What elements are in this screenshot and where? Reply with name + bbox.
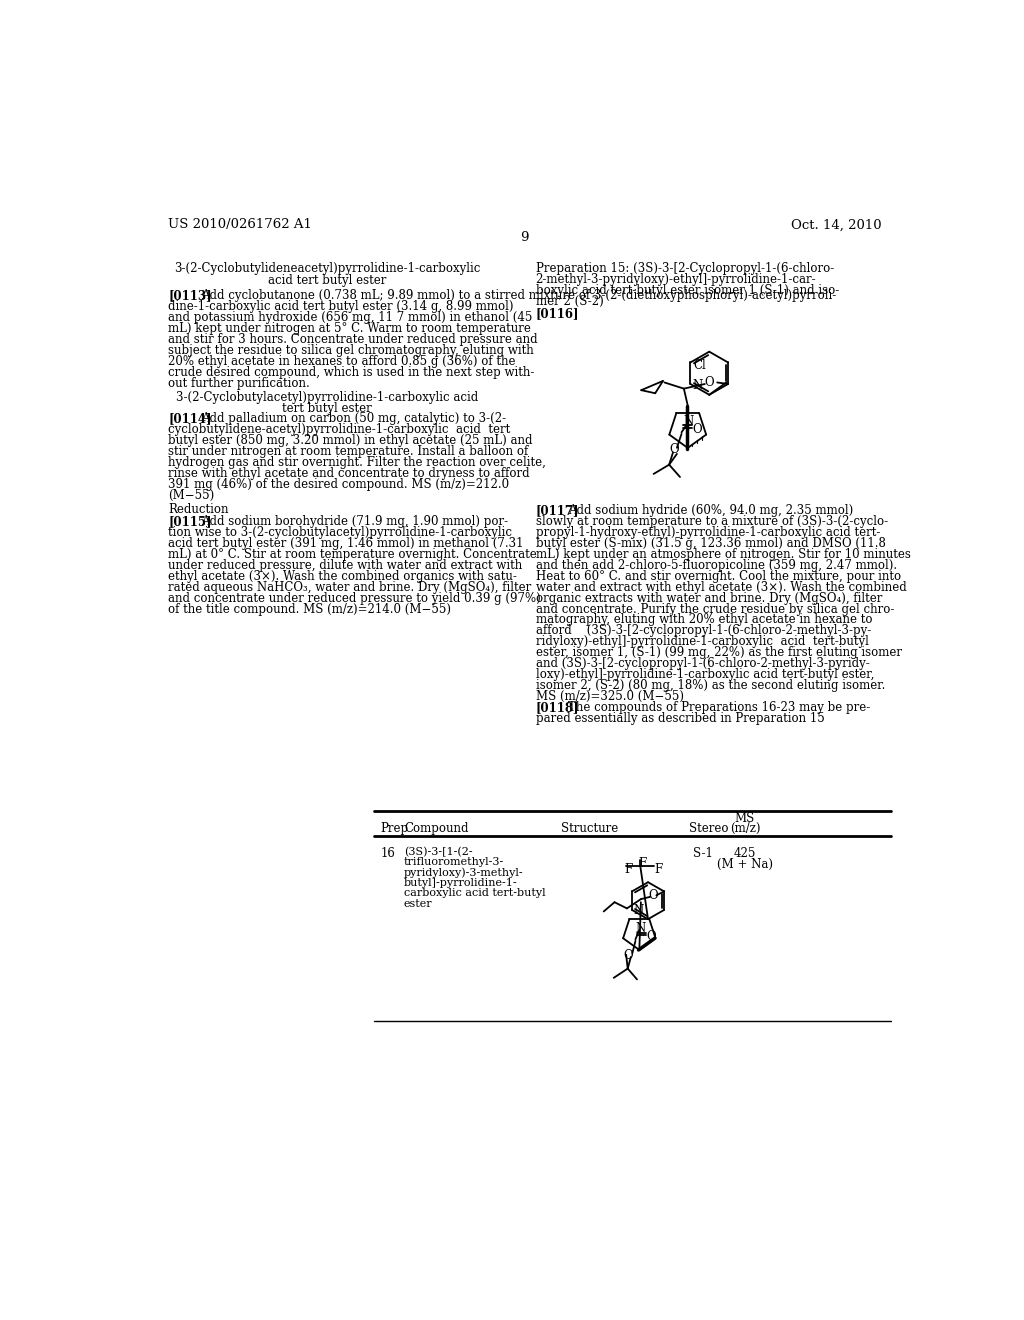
- Text: [0116]: [0116]: [536, 308, 580, 319]
- Text: MS: MS: [735, 812, 755, 825]
- Text: Add palladium on carbon (50 mg, catalytic) to 3-(2-: Add palladium on carbon (50 mg, catalyti…: [201, 412, 506, 425]
- Text: F: F: [639, 857, 647, 870]
- Text: Preparation 15: (3S)-3-[2-Cyclopropyl-1-(6-chloro-: Preparation 15: (3S)-3-[2-Cyclopropyl-1-…: [536, 263, 834, 276]
- Text: 9: 9: [520, 231, 529, 244]
- Text: [0117]: [0117]: [536, 504, 580, 517]
- Text: N: N: [692, 379, 702, 392]
- Text: pyridyloxy)-3-methyl-: pyridyloxy)-3-methyl-: [403, 867, 523, 878]
- Text: O: O: [692, 424, 702, 436]
- Text: isomer 2, (S-2) (80 mg, 18%) as the second eluting isomer.: isomer 2, (S-2) (80 mg, 18%) as the seco…: [536, 678, 885, 692]
- Text: and (3S)-3-[2-cyclopropyl-1-(6-chloro-2-methyl-3-pyridy-: and (3S)-3-[2-cyclopropyl-1-(6-chloro-2-…: [536, 657, 869, 671]
- Text: loxy)-ethyl]-pyrrolidine-1-carboxylic acid tert-butyl ester,: loxy)-ethyl]-pyrrolidine-1-carboxylic ac…: [536, 668, 874, 681]
- Text: water and extract with ethyl acetate (3×). Wash the combined: water and extract with ethyl acetate (3×…: [536, 581, 906, 594]
- Text: carboxylic acid tert-butyl: carboxylic acid tert-butyl: [403, 888, 546, 899]
- Text: 16: 16: [381, 847, 395, 859]
- Text: N: N: [634, 904, 644, 917]
- Text: Compound: Compound: [403, 822, 468, 836]
- Text: and concentrate. Purify the crude residue by silica gel chro-: and concentrate. Purify the crude residu…: [536, 602, 894, 615]
- Text: Prep: Prep: [381, 822, 409, 836]
- Text: Reduction: Reduction: [168, 503, 228, 516]
- Text: Add sodium hydride (60%, 94.0 mg, 2.35 mmol): Add sodium hydride (60%, 94.0 mg, 2.35 m…: [568, 504, 853, 517]
- Text: stir under nitrogen at room temperature. Install a balloon of: stir under nitrogen at room temperature.…: [168, 445, 528, 458]
- Text: cyclobutylidene-acetyl)pyrrolidine-1-carboxylic  acid  tert: cyclobutylidene-acetyl)pyrrolidine-1-car…: [168, 424, 511, 437]
- Text: matography, eluting with 20% ethyl acetate in hexane to: matography, eluting with 20% ethyl aceta…: [536, 614, 872, 627]
- Text: US 2010/0261762 A1: US 2010/0261762 A1: [168, 218, 312, 231]
- Text: 391 mg (46%) of the desired compound. MS (m/z)=212.0: 391 mg (46%) of the desired compound. MS…: [168, 478, 509, 491]
- Text: Cl: Cl: [693, 359, 707, 372]
- Text: slowly at room temperature to a mixture of (3S)-3-(2-cyclo-: slowly at room temperature to a mixture …: [536, 515, 888, 528]
- Text: ester, isomer 1, (S-1) (99 mg, 22%) as the first eluting isomer: ester, isomer 1, (S-1) (99 mg, 22%) as t…: [536, 647, 902, 659]
- Text: trifluoromethyl-3-: trifluoromethyl-3-: [403, 857, 504, 867]
- Text: [0113]: [0113]: [168, 289, 212, 302]
- Text: O: O: [669, 444, 679, 457]
- Text: rated aqueous NaHCO₃, water and brine. Dry (MgSO₄), filter: rated aqueous NaHCO₃, water and brine. D…: [168, 581, 531, 594]
- Text: afford    (3S)-3-[2-cyclopropyl-1-(6-chloro-2-methyl-3-py-: afford (3S)-3-[2-cyclopropyl-1-(6-chloro…: [536, 624, 870, 638]
- Text: tion wise to 3-(2-cyclobutylacetyl)pyrrolidine-1-carboxylic: tion wise to 3-(2-cyclobutylacetyl)pyrro…: [168, 527, 512, 539]
- Text: hydrogen gas and stir overnight. Filter the reaction over celite,: hydrogen gas and stir overnight. Filter …: [168, 457, 546, 469]
- Text: (M + Na): (M + Na): [717, 858, 773, 871]
- Text: under reduced pressure, dilute with water and extract with: under reduced pressure, dilute with wate…: [168, 558, 522, 572]
- Text: O: O: [623, 949, 633, 961]
- Text: mL) at 0° C. Stir at room temperature overnight. Concentrate: mL) at 0° C. Stir at room temperature ov…: [168, 548, 537, 561]
- Text: and potassium hydroxide (656 mg, 11 7 mmol) in ethanol (45: and potassium hydroxide (656 mg, 11 7 mm…: [168, 312, 532, 325]
- Text: mL) kept under an atmosphere of nitrogen. Stir for 10 minutes: mL) kept under an atmosphere of nitrogen…: [536, 548, 910, 561]
- Text: and then add 2-chloro-5-fluoropicoline (359 mg, 2.47 mmol).: and then add 2-chloro-5-fluoropicoline (…: [536, 558, 897, 572]
- Text: propyl-1-hydroxy-ethyl)-pyrrolidine-1-carboxylic acid tert-: propyl-1-hydroxy-ethyl)-pyrrolidine-1-ca…: [536, 525, 880, 539]
- Text: rinse with ethyl acetate and concentrate to dryness to afford: rinse with ethyl acetate and concentrate…: [168, 467, 530, 480]
- Text: O: O: [705, 376, 715, 389]
- Text: Add sodium borohydride (71.9 mg, 1.90 mmol) por-: Add sodium borohydride (71.9 mg, 1.90 mm…: [201, 515, 508, 528]
- Text: butyl ester (S-mix) (31.5 g, 123.36 mmol) and DMSO (11.8: butyl ester (S-mix) (31.5 g, 123.36 mmol…: [536, 537, 886, 550]
- Text: (m/z): (m/z): [730, 822, 760, 836]
- Text: and concentrate under reduced pressure to yield 0.39 g (97%): and concentrate under reduced pressure t…: [168, 591, 541, 605]
- Text: of the title compound. MS (m/z)=214.0 (M−55): of the title compound. MS (m/z)=214.0 (M…: [168, 603, 452, 615]
- Text: ridyloxy)-ethyl]-pyrrolidine-1-carboxylic  acid  tert-butyl: ridyloxy)-ethyl]-pyrrolidine-1-carboxyli…: [536, 635, 868, 648]
- Text: crude desired compound, which is used in the next step with-: crude desired compound, which is used in…: [168, 366, 535, 379]
- Text: 3-(2-Cyclobutylideneacetyl)pyrrolidine-1-carboxylic: 3-(2-Cyclobutylideneacetyl)pyrrolidine-1…: [174, 263, 480, 276]
- Text: F: F: [625, 863, 633, 876]
- Text: Oct. 14, 2010: Oct. 14, 2010: [791, 218, 882, 231]
- Text: [0114]: [0114]: [168, 412, 212, 425]
- Text: mer 2 (S-2): mer 2 (S-2): [536, 294, 603, 308]
- Text: mL) kept under nitrogen at 5° C. Warm to room temperature: mL) kept under nitrogen at 5° C. Warm to…: [168, 322, 531, 335]
- Text: organic extracts with water and brine. Dry (MgSO₄), filter: organic extracts with water and brine. D…: [536, 591, 882, 605]
- Text: pared essentially as described in Preparation 15: pared essentially as described in Prepar…: [536, 711, 824, 725]
- Text: ethyl acetate (3×). Wash the combined organics with satu-: ethyl acetate (3×). Wash the combined or…: [168, 570, 517, 583]
- Text: butyl]-pyrrolidine-1-: butyl]-pyrrolidine-1-: [403, 878, 517, 888]
- Text: 20% ethyl acetate in hexanes to afford 0.85 g (36%) of the: 20% ethyl acetate in hexanes to afford 0…: [168, 355, 516, 368]
- Text: (3S)-3-[1-(2-: (3S)-3-[1-(2-: [403, 847, 472, 857]
- Text: subject the residue to silica gel chromatography, eluting with: subject the residue to silica gel chroma…: [168, 345, 535, 356]
- Text: O: O: [646, 931, 656, 942]
- Text: dine-1-carboxylic acid tert butyl ester (3.14 g, 8.99 mmol): dine-1-carboxylic acid tert butyl ester …: [168, 300, 514, 313]
- Text: 425: 425: [734, 847, 756, 859]
- Text: (M−55): (M−55): [168, 488, 215, 502]
- Text: acid tert butyl ester (391 mg, 1.46 mmol) in methanol (7.31: acid tert butyl ester (391 mg, 1.46 mmol…: [168, 537, 524, 550]
- Text: butyl ester (850 mg, 3.20 mmol) in ethyl acetate (25 mL) and: butyl ester (850 mg, 3.20 mmol) in ethyl…: [168, 434, 532, 447]
- Text: [0118]: [0118]: [536, 701, 580, 714]
- Text: F: F: [654, 863, 663, 876]
- Text: 2-methyl-3-pyridyloxy)-ethyl]-pyrrolidine-1-car-: 2-methyl-3-pyridyloxy)-ethyl]-pyrrolidin…: [536, 273, 816, 286]
- Text: N: N: [684, 416, 694, 429]
- Text: S-1: S-1: [693, 847, 713, 859]
- Text: acid tert butyl ester: acid tert butyl ester: [268, 275, 386, 286]
- Text: and stir for 3 hours. Concentrate under reduced pressure and: and stir for 3 hours. Concentrate under …: [168, 333, 538, 346]
- Text: 3-(2-Cyclobutylacetyl)pyrrolidine-1-carboxylic acid: 3-(2-Cyclobutylacetyl)pyrrolidine-1-carb…: [176, 391, 478, 404]
- Text: tert butyl ester: tert butyl ester: [283, 401, 372, 414]
- Text: boxylic acid tert-butyl ester isomer 1 (S-1) and iso-: boxylic acid tert-butyl ester isomer 1 (…: [536, 284, 839, 297]
- Text: N: N: [636, 923, 646, 936]
- Text: Structure: Structure: [561, 822, 618, 836]
- Text: out further purification.: out further purification.: [168, 376, 310, 389]
- Text: Heat to 60° C. and stir overnight. Cool the mixture, pour into: Heat to 60° C. and stir overnight. Cool …: [536, 570, 901, 582]
- Text: Stereo: Stereo: [689, 822, 729, 836]
- Text: ester: ester: [403, 899, 432, 908]
- Text: MS (m/z)=325.0 (M−55): MS (m/z)=325.0 (M−55): [536, 690, 684, 704]
- Text: The compounds of Preparations 16-23 may be pre-: The compounds of Preparations 16-23 may …: [568, 701, 870, 714]
- Text: O: O: [648, 890, 658, 902]
- Text: Add cyclobutanone (0.738 mL; 9.89 mmol) to a stirred mixture of 3-(2-(diethoxyph: Add cyclobutanone (0.738 mL; 9.89 mmol) …: [201, 289, 837, 302]
- Text: [0115]: [0115]: [168, 515, 212, 528]
